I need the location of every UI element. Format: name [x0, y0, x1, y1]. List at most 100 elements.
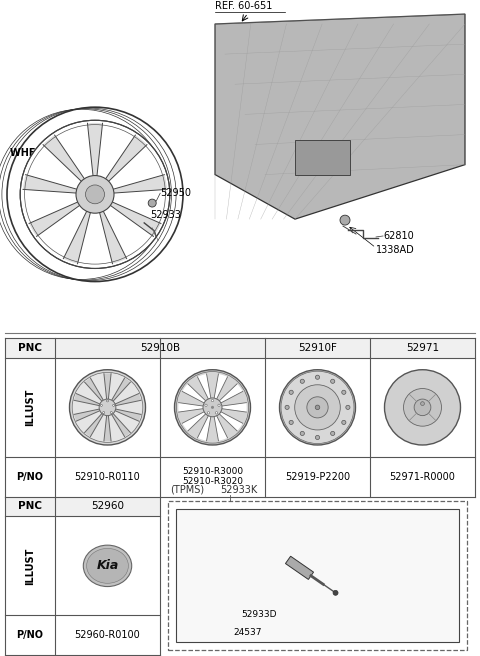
Circle shape [307, 397, 328, 418]
Text: 52910F: 52910F [298, 343, 337, 353]
Circle shape [346, 405, 350, 409]
Text: 52933K: 52933K [220, 485, 257, 495]
Circle shape [110, 411, 112, 413]
Circle shape [404, 388, 442, 426]
Polygon shape [43, 135, 86, 184]
Circle shape [285, 405, 289, 409]
Polygon shape [112, 413, 131, 437]
Circle shape [207, 412, 210, 414]
Polygon shape [215, 14, 465, 219]
Polygon shape [115, 394, 141, 405]
Circle shape [315, 375, 320, 379]
Circle shape [340, 215, 350, 225]
Polygon shape [197, 374, 211, 399]
Circle shape [76, 176, 114, 213]
Polygon shape [104, 135, 147, 184]
Polygon shape [110, 174, 167, 194]
Text: 24537: 24537 [233, 628, 262, 637]
Text: 52960: 52960 [91, 501, 124, 512]
Text: REF. 60-651: REF. 60-651 [215, 1, 272, 11]
Circle shape [281, 371, 354, 443]
Polygon shape [99, 209, 127, 264]
Polygon shape [286, 556, 313, 579]
Circle shape [175, 370, 251, 445]
Text: P/NO: P/NO [16, 472, 44, 482]
Text: 52910B: 52910B [140, 343, 180, 353]
Polygon shape [178, 403, 203, 412]
Polygon shape [108, 201, 161, 236]
Text: 52910-R3000
52910-R3020: 52910-R3000 52910-R3020 [182, 467, 243, 486]
Text: 52933D: 52933D [241, 610, 276, 619]
Polygon shape [74, 394, 100, 405]
Circle shape [289, 420, 293, 424]
Circle shape [342, 390, 346, 394]
Text: 52971: 52971 [406, 343, 439, 353]
Circle shape [289, 390, 293, 394]
Circle shape [211, 406, 214, 409]
Circle shape [333, 590, 338, 595]
Text: Kia: Kia [96, 560, 119, 572]
Polygon shape [222, 403, 247, 412]
Text: PNC: PNC [18, 501, 42, 512]
Circle shape [315, 405, 320, 409]
Circle shape [279, 370, 356, 445]
Polygon shape [63, 209, 91, 264]
Circle shape [414, 399, 431, 416]
Polygon shape [182, 412, 205, 431]
Text: 52919-P2200: 52919-P2200 [285, 472, 350, 482]
Circle shape [315, 436, 320, 440]
Circle shape [205, 404, 207, 406]
Polygon shape [219, 412, 243, 431]
Text: 52971-R0000: 52971-R0000 [390, 472, 456, 482]
Text: P/NO: P/NO [16, 630, 44, 640]
Polygon shape [84, 413, 103, 437]
Circle shape [203, 398, 222, 417]
Polygon shape [104, 373, 111, 399]
Text: 52950: 52950 [160, 188, 191, 198]
Text: (TPMS): (TPMS) [170, 485, 204, 495]
Text: 52933: 52933 [150, 210, 181, 220]
Text: 52910-R0110: 52910-R0110 [74, 472, 140, 482]
Circle shape [99, 399, 116, 416]
Bar [5, 338, 475, 358]
Polygon shape [112, 378, 131, 401]
Polygon shape [84, 378, 103, 401]
Circle shape [295, 385, 340, 430]
Circle shape [420, 401, 424, 405]
Bar [176, 510, 459, 642]
Text: 1338AD: 1338AD [376, 245, 415, 255]
Polygon shape [219, 384, 243, 403]
Polygon shape [87, 123, 103, 179]
Circle shape [103, 411, 105, 413]
Circle shape [72, 373, 143, 442]
Circle shape [331, 379, 335, 383]
Circle shape [331, 432, 335, 436]
Circle shape [70, 370, 145, 445]
Circle shape [300, 432, 304, 436]
Text: 52960-R0100: 52960-R0100 [74, 630, 140, 640]
Text: 62810: 62810 [383, 231, 414, 241]
Circle shape [107, 400, 108, 402]
Polygon shape [104, 416, 111, 441]
Circle shape [211, 400, 214, 401]
Circle shape [384, 370, 460, 445]
Text: WHEEL ASSY: WHEEL ASSY [10, 148, 80, 157]
Circle shape [300, 379, 304, 383]
Circle shape [113, 405, 115, 406]
Circle shape [85, 185, 105, 204]
Polygon shape [74, 409, 100, 421]
Text: ILLUST: ILLUST [25, 388, 35, 426]
Text: ILLUST: ILLUST [25, 547, 35, 584]
Circle shape [218, 404, 220, 406]
Circle shape [20, 120, 170, 268]
Circle shape [148, 199, 156, 207]
Bar [5, 497, 160, 516]
Polygon shape [23, 174, 80, 194]
Circle shape [177, 371, 249, 443]
Polygon shape [214, 374, 228, 399]
Circle shape [216, 412, 217, 414]
Polygon shape [214, 416, 228, 441]
Polygon shape [115, 409, 141, 421]
Text: PNC: PNC [18, 343, 42, 353]
Polygon shape [197, 416, 211, 441]
